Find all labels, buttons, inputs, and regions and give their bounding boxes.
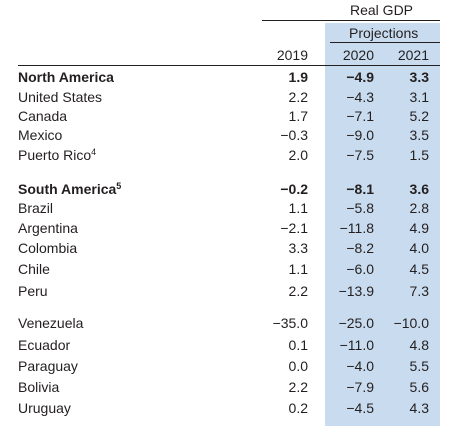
value-2019: 3.3 [288, 240, 308, 256]
row-label-text: Ecuador [18, 337, 71, 353]
value-2021: 4.0 [409, 240, 429, 256]
row-label-text: Argentina [18, 220, 78, 236]
value-2021: 2.8 [409, 200, 429, 216]
value-2019: 1.9 [288, 69, 308, 85]
row-label-text: South America [18, 181, 117, 197]
value-2021: 3.1 [409, 89, 429, 105]
value-2020: −8.1 [346, 181, 374, 197]
row-label-text: Peru [18, 283, 48, 299]
region-label: South America5 [18, 180, 121, 198]
value-2021: 4.9 [409, 220, 429, 236]
country-label: Bolivia [18, 378, 59, 396]
value-2020: −4.3 [346, 89, 374, 105]
value-2020: −7.5 [346, 147, 374, 163]
country-label: Uruguay [18, 399, 71, 417]
country-label: Colombia [18, 239, 77, 257]
value-2021: −10.0 [393, 315, 429, 331]
real-gdp-heading: Real GDP [350, 2, 414, 18]
value-2019: 1.1 [288, 200, 308, 216]
value-2020: −5.8 [346, 200, 374, 216]
value-2020: −7.1 [346, 108, 374, 124]
year-2020-heading: 2020 [342, 47, 374, 63]
value-2020: −11.8 [339, 220, 374, 236]
year-2021-heading: 2021 [397, 47, 429, 63]
country-label: Brazil [18, 199, 53, 217]
value-2020: −7.9 [346, 379, 374, 395]
projections-rule [330, 42, 440, 43]
footnote-marker: 4 [91, 147, 97, 157]
country-label: Puerto Rico4 [18, 146, 96, 164]
row-label-text: Colombia [18, 240, 78, 256]
row-label-text: Paraguay [18, 358, 78, 374]
projections-heading: Projections [349, 25, 419, 41]
region-label: North America [18, 68, 114, 86]
value-2020: −4.5 [346, 400, 374, 416]
row-label-text: Canada [18, 108, 68, 124]
value-2019: 0.0 [288, 358, 308, 374]
row-label-text: Venezuela [18, 315, 84, 331]
value-2021: 3.6 [409, 181, 429, 197]
value-2019: 0.2 [288, 400, 308, 416]
value-2019: 1.7 [288, 108, 308, 124]
value-2021: 4.8 [409, 337, 429, 353]
country-label: Ecuador [18, 336, 70, 354]
row-label-text: Bolivia [18, 379, 60, 395]
real-gdp-rule [262, 20, 440, 21]
value-2019: 2.2 [288, 283, 308, 299]
value-2019: 2.2 [288, 379, 308, 395]
country-label: Mexico [18, 126, 62, 144]
value-2019: −2.1 [280, 220, 308, 236]
row-label-text: Brazil [18, 200, 54, 216]
value-2019: 0.1 [288, 337, 308, 353]
value-2020: −9.0 [346, 127, 374, 143]
value-2021: 1.5 [409, 147, 429, 163]
country-label: Canada [18, 107, 67, 125]
country-label: Argentina [18, 219, 78, 237]
value-2021: 5.6 [409, 379, 429, 395]
country-label: United States [18, 88, 102, 106]
country-label: Peru [18, 282, 48, 300]
value-2019: −0.3 [280, 127, 308, 143]
header-bottom-rule [18, 65, 440, 66]
value-2020: −8.2 [346, 240, 374, 256]
value-2020: −11.0 [339, 337, 374, 353]
row-label-text: Uruguay [18, 400, 71, 416]
value-2021: 5.2 [409, 108, 429, 124]
year-2019-heading: 2019 [276, 47, 308, 63]
value-2019: 2.2 [288, 89, 308, 105]
value-2020: −4.9 [346, 69, 374, 85]
country-label: Paraguay [18, 357, 78, 375]
row-label-text: Chile [18, 261, 50, 277]
row-label-text: Mexico [18, 127, 63, 143]
value-2020: −25.0 [338, 315, 374, 331]
value-2020: −6.0 [346, 261, 374, 277]
footnote-marker: 5 [116, 181, 122, 191]
projections-shading [325, 23, 440, 426]
value-2020: −13.9 [338, 283, 374, 299]
value-2021: 7.3 [409, 283, 429, 299]
value-2021: 4.3 [409, 400, 429, 416]
value-2019: 2.0 [288, 147, 308, 163]
row-label-text: United States [18, 89, 103, 105]
value-2019: 1.1 [288, 261, 308, 277]
row-label-text: North America [18, 69, 114, 85]
country-label: Chile [18, 260, 50, 278]
value-2021: 3.5 [409, 127, 429, 143]
value-2020: −4.0 [346, 358, 374, 374]
value-2019: −0.2 [280, 181, 308, 197]
row-label-text: Puerto Rico [18, 147, 92, 163]
country-label: Venezuela [18, 314, 83, 332]
value-2021: 3.3 [409, 69, 429, 85]
value-2021: 5.5 [409, 358, 429, 374]
value-2021: 4.5 [409, 261, 429, 277]
value-2019: −35.0 [272, 315, 308, 331]
